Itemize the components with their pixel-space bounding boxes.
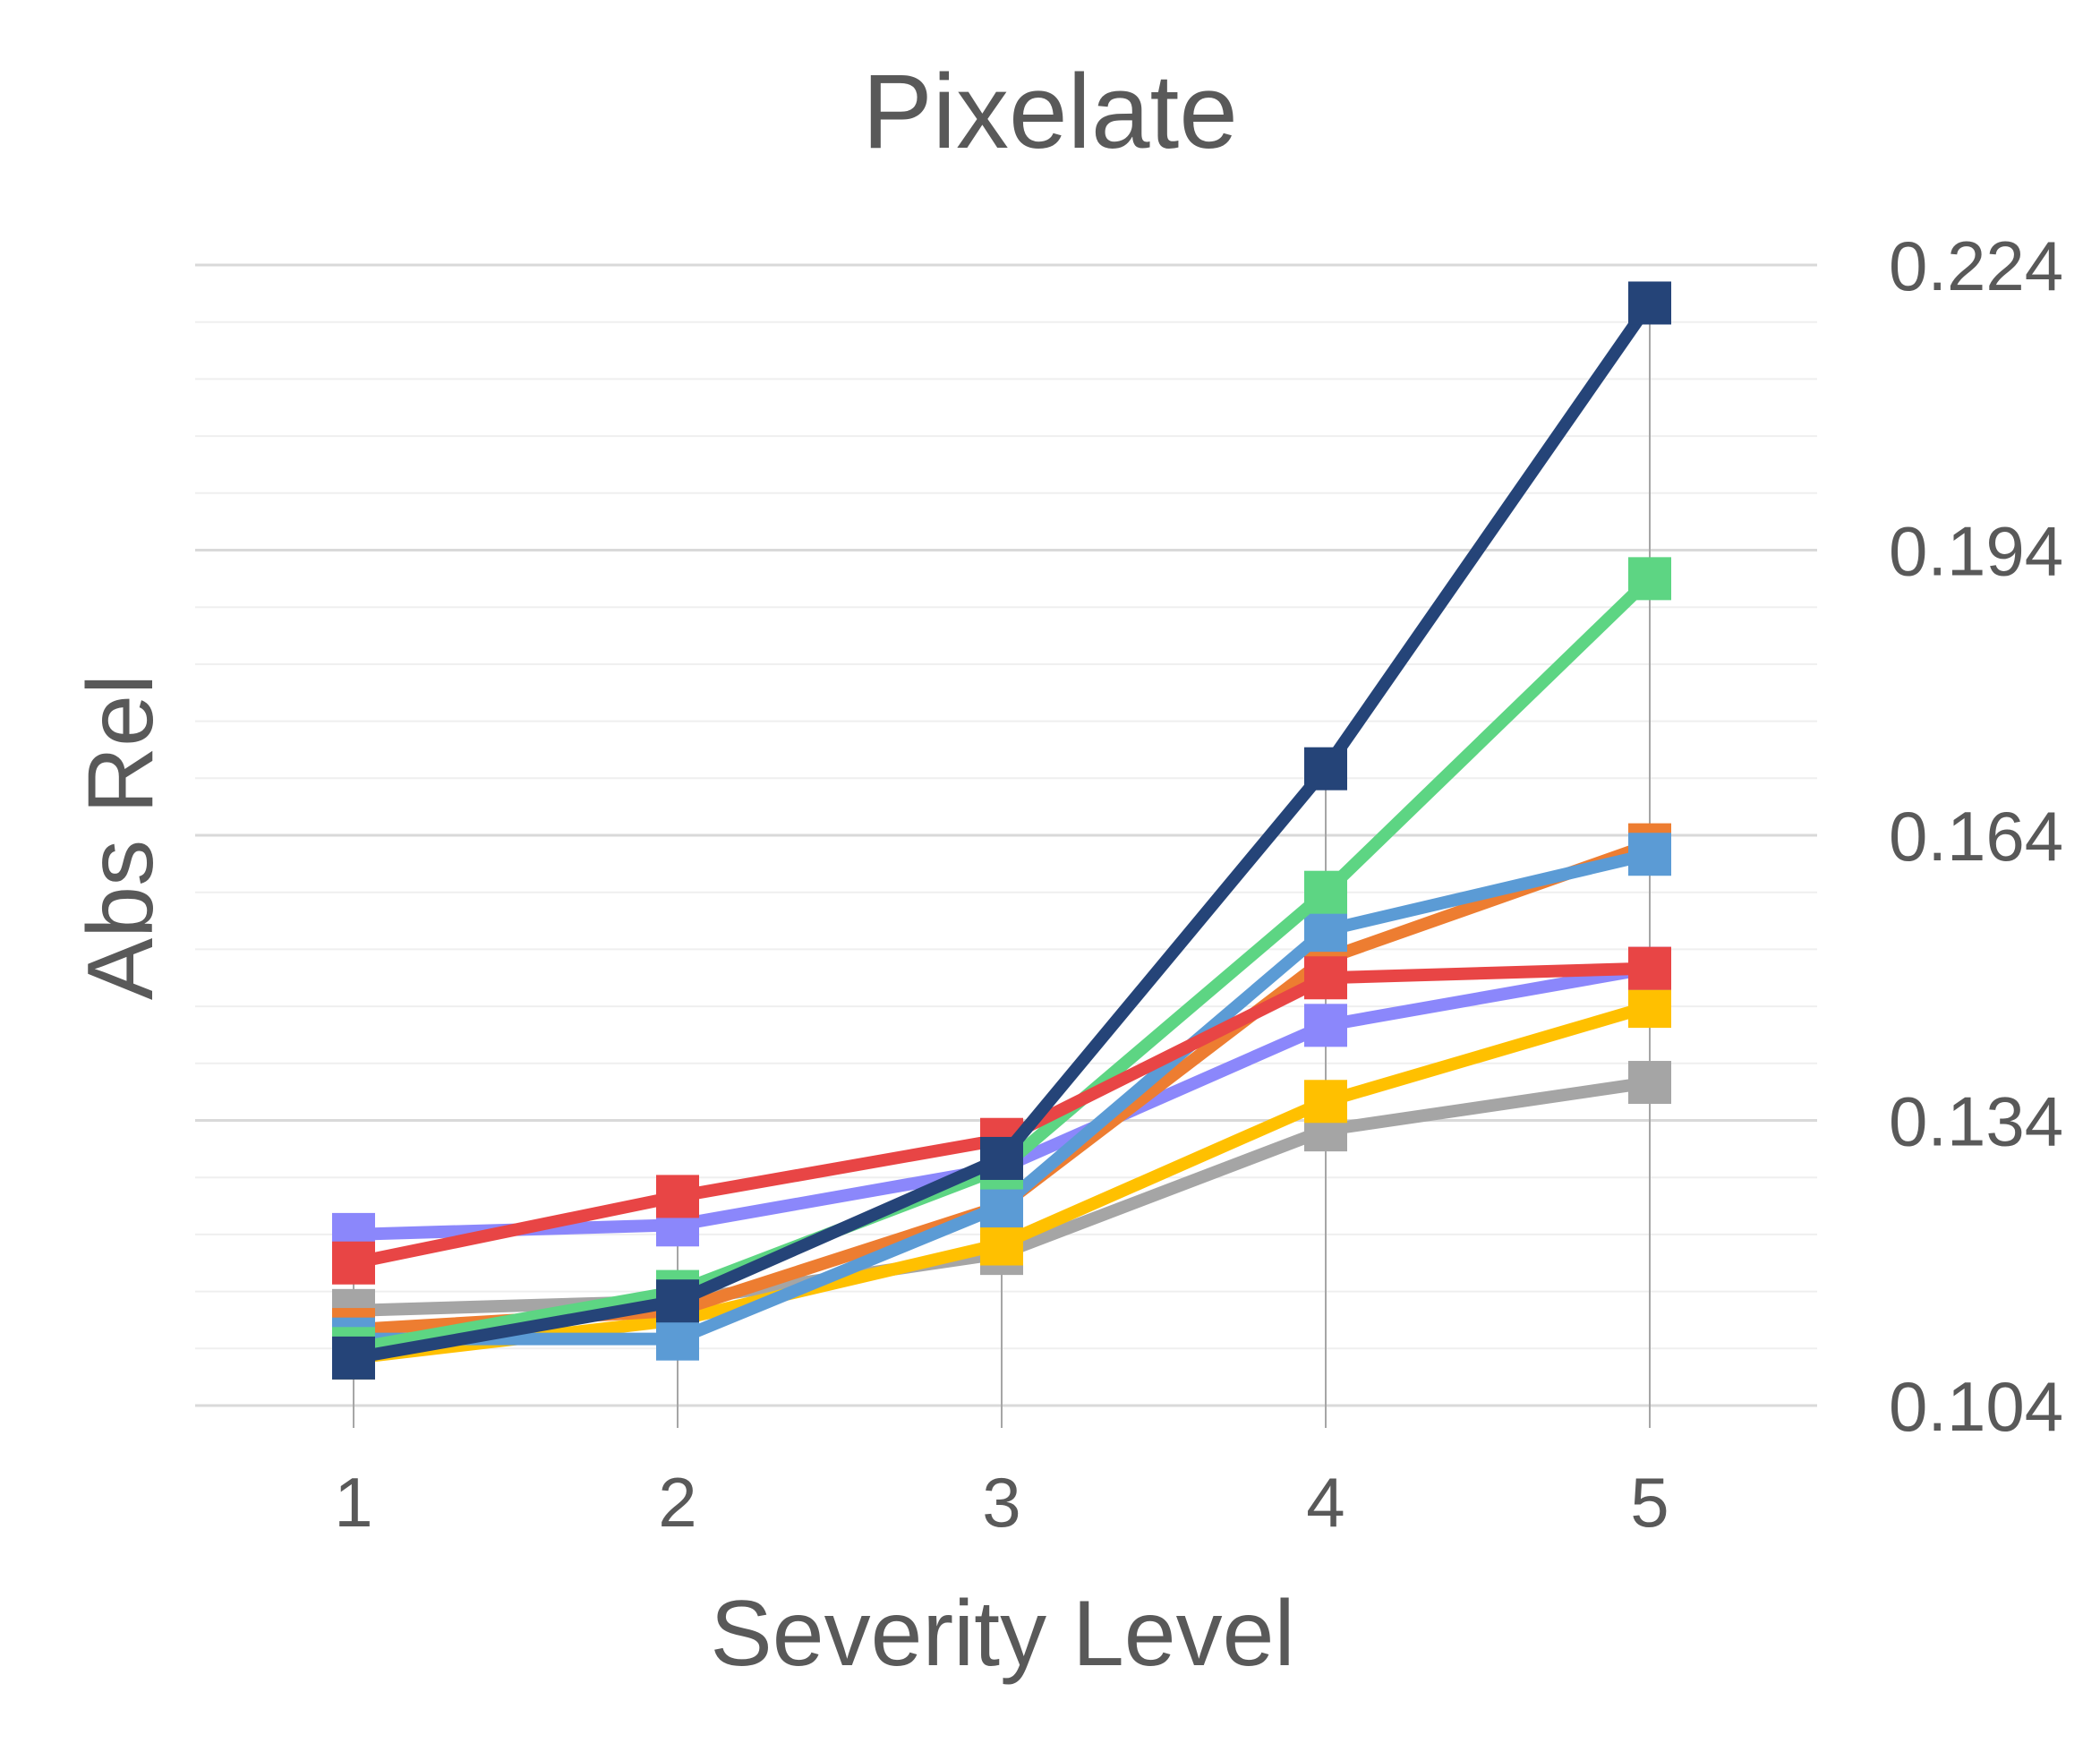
data-point (1304, 1004, 1347, 1047)
x-tick-label: 3 (982, 1463, 1020, 1542)
data-point (1304, 1080, 1347, 1124)
y-tick-label: 0.134 (1889, 1082, 2063, 1161)
data-point (656, 1317, 699, 1361)
data-point (1304, 956, 1347, 1000)
data-point (980, 1184, 1023, 1228)
y-axis-labels: 0.104 0.134 0.164 0.194 0.224 (1889, 226, 2063, 1446)
x-axis-labels: 1 2 3 4 5 (334, 1463, 1669, 1542)
x-tick-label: 4 (1306, 1463, 1345, 1542)
data-point (1628, 985, 1671, 1029)
data-point (1628, 281, 1671, 325)
y-tick-label: 0.224 (1889, 226, 2063, 305)
data-point (1304, 747, 1347, 791)
data-point (980, 1136, 1023, 1180)
data-point (1628, 1061, 1671, 1105)
x-tick-label: 2 (658, 1463, 696, 1542)
y-axis-title: Abs Rel (69, 674, 173, 1000)
x-tick-label: 1 (334, 1463, 372, 1542)
y-tick-label: 0.104 (1889, 1367, 2063, 1446)
y-tick-label: 0.194 (1889, 512, 2063, 591)
series-group (332, 281, 1671, 1380)
data-point (656, 1279, 699, 1323)
data-point (1304, 909, 1347, 953)
data-point (980, 1222, 1023, 1266)
data-point (332, 1241, 375, 1285)
data-point (332, 1336, 375, 1380)
series-8 (332, 281, 1671, 1380)
data-point (1628, 946, 1671, 990)
x-tick-label: 5 (1630, 1463, 1669, 1542)
data-point (1304, 870, 1347, 914)
data-point (656, 1175, 699, 1218)
x-axis-title: Severity Level (710, 1582, 1294, 1686)
data-point (1628, 557, 1671, 601)
y-tick-label: 0.164 (1889, 797, 2063, 876)
chart-title: Pixelate (862, 53, 1238, 171)
data-point (1628, 833, 1671, 876)
